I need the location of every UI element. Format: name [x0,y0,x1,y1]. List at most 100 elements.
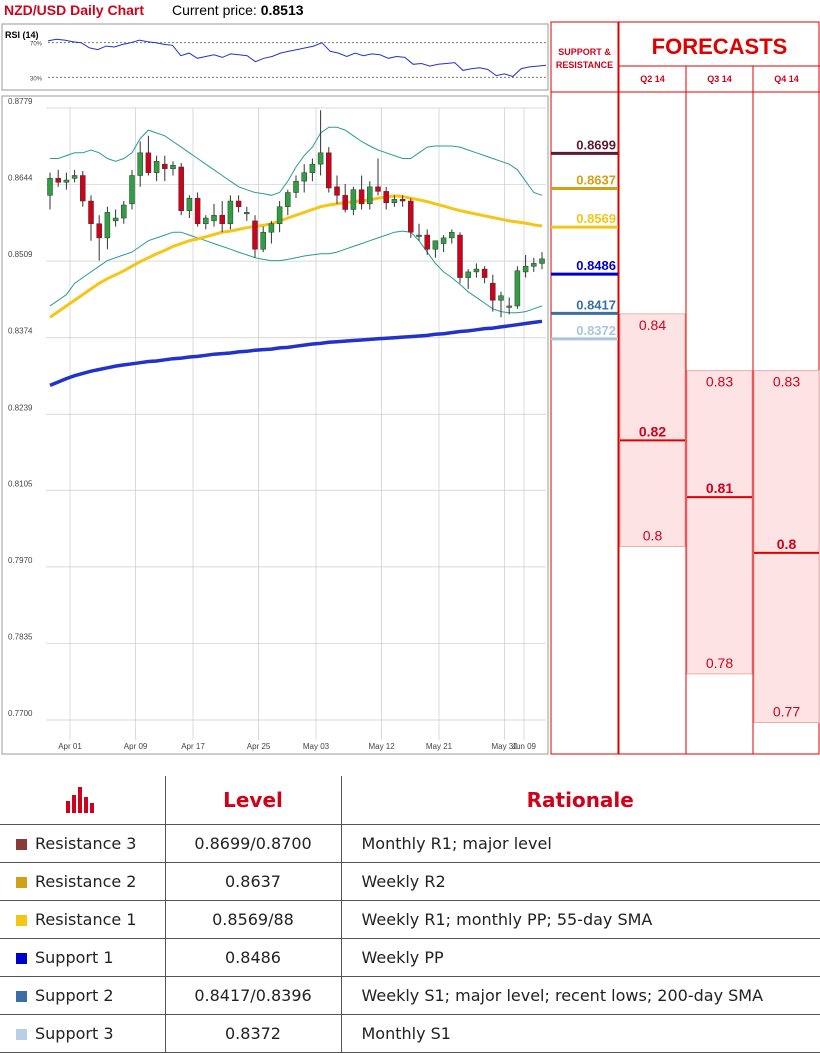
forecast-quarter-label: Q3 14 [707,74,732,84]
rsi-panel-frame [1,23,549,91]
candle-body [63,179,70,183]
candle-body [244,212,250,215]
candle-body [350,189,357,210]
x-tick-label: Jun 09 [512,742,537,751]
level-rationale-cell: Monthly S1 [341,1014,820,1053]
x-tick-label: May 21 [426,742,453,751]
current-price: Current price: 0.8513 [172,2,304,18]
x-tick-label: Apr 25 [247,742,271,751]
candle-body [539,258,545,264]
candle-body [432,240,439,250]
candle-body [375,186,381,192]
level-name: Support 2 [35,986,114,1005]
x-tick-label: Apr 17 [181,742,205,751]
candle-body [514,270,521,307]
table-row: Support 3 0.8372 Monthly S1 [0,1014,820,1053]
forecast-quarter-label: Q2 14 [640,74,665,84]
candle-body [391,199,398,203]
y-tick-label: 0.8779 [8,97,33,106]
levels-table: Level Rationale Resistance 3 0.8699/0.870… [0,776,820,1053]
candle-body [104,212,111,239]
x-tick-label: May 03 [303,742,330,751]
candle-body [326,152,332,189]
chart-figure: RSI (14) 70% 30% 0.8779 0.8644 0.8509 0.8374 0.… [1,21,820,755]
sr-header-line1: SUPPORT & [558,47,611,57]
y-tick-label: 0.7835 [8,632,33,641]
rsi-label: RSI (14) [5,30,39,40]
candle-body [96,223,102,239]
candle-body [71,175,78,179]
candle-body [88,200,94,224]
candle-body [457,234,463,278]
sma55-line [49,194,543,319]
level-color-swatch [16,1029,27,1040]
candle-body [481,268,488,278]
candle-body [440,237,447,244]
candle-body [342,195,348,210]
level-rationale-cell: Monthly R1; major level [341,824,820,863]
candle-body [129,175,135,205]
forecast-quarter-label: Q4 14 [774,74,799,84]
forecast-range-box [686,370,753,675]
candle-body [408,200,414,233]
forecast-high-label: 0.83 [773,374,800,390]
x-tick-label: May 30 [491,742,518,751]
sr-level-label: 0.8417 [576,297,616,312]
candle-body [334,186,340,196]
table-row: Resistance 3 0.8699/0.8700 Monthly R1; maj… [0,824,820,863]
forecasts-title: FORECASTS [652,34,788,59]
level-color-swatch [16,953,27,964]
level-name-cell: Support 2 [0,976,166,1015]
level-value-cell: 0.8417/0.8396 [165,976,342,1015]
candle-body [219,214,225,224]
candle-body [227,200,234,224]
candle-body [465,271,471,278]
candle-body [162,163,168,169]
candle-body [424,234,430,250]
candle-body [194,197,201,224]
candle-body [531,263,537,267]
table-header-icon [0,776,166,825]
candle-body [399,199,406,202]
candle-body [178,166,184,211]
candle-body [367,186,373,205]
level-name: Resistance 1 [35,910,137,929]
candle-body [506,305,512,308]
candle-body [268,223,275,233]
level-rationale-cell: Weekly S1; major level; recent lows; 200… [341,976,820,1015]
candle-body [317,152,324,165]
y-tick-label: 0.8105 [8,479,33,488]
chart-title: NZD/USD Daily Chart [4,2,145,18]
level-color-swatch [16,877,27,888]
forecast-mid-label: 0.8 [777,536,797,552]
sr-level-label: 0.8569 [576,211,616,226]
level-name: Support 1 [35,948,114,967]
level-name-cell: Resistance 2 [0,862,166,901]
level-value-cell: 0.8569/88 [165,900,342,939]
forecast-range-box [619,313,686,547]
candle-body [276,206,283,224]
candle-body [490,283,496,301]
level-rationale-cell: Weekly R1; monthly PP; 55-day SMA [341,900,820,939]
bollinger-lower-line [49,230,543,314]
level-name-cell: Resistance 3 [0,824,166,863]
x-tick-label: Apr 01 [58,742,82,751]
y-tick-label: 0.7970 [8,556,33,565]
current-price-label: Current price: [172,2,257,18]
candle-body [358,189,365,205]
x-tick-label: Apr 09 [124,742,148,751]
level-name-cell: Resistance 1 [0,900,166,939]
table-header-level: Level [165,776,342,825]
candle-body [449,231,455,239]
table-row: Resistance 2 0.8637 Weekly R2 [0,862,820,901]
forecast-high-label: 0.83 [706,374,733,390]
level-value-cell: 0.8486 [165,938,342,977]
rsi-line [47,38,547,78]
x-tick-label: May 12 [368,742,395,751]
level-color-swatch [16,839,27,850]
table-header-rationale: Rationale [341,776,820,825]
level-rationale-cell: Weekly R2 [341,862,820,901]
table-row: Resistance 1 0.8569/88 Weekly R1; monthly … [0,900,820,939]
level-value-cell: 0.8699/0.8700 [165,824,342,863]
level-color-swatch [16,915,27,926]
